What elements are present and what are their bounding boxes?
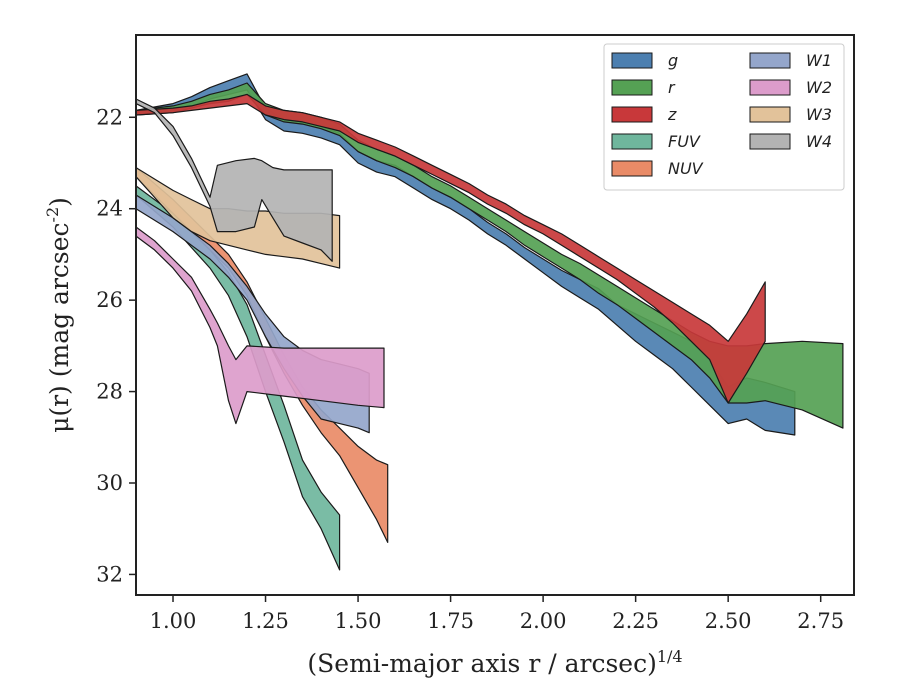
y-axis-label-exponent: -2 [43, 207, 62, 223]
legend-label-nuv: NUV [668, 159, 704, 178]
legend-label-g: g [668, 51, 678, 70]
band-w4 [135, 98, 333, 262]
legend-swatch-nuv [611, 160, 653, 177]
profile-bands [135, 73, 844, 571]
band-w2 [135, 226, 385, 425]
legend-swatch-z [611, 106, 653, 123]
x-axis-label: (Semi-major axis r / arcsec)1/4 [307, 647, 682, 678]
x-tick-label: 1.00 [150, 609, 197, 633]
y-tick-label: 22 [96, 105, 123, 129]
y-tick-label: 32 [96, 562, 123, 586]
legend-swatch-w1 [749, 52, 791, 69]
y-tick-label: 24 [96, 197, 123, 221]
plot-frame [135, 34, 855, 596]
legend-label-w2: W2 [806, 78, 832, 97]
legend-label-w3: W3 [806, 105, 832, 124]
x-tick-label: 2.00 [520, 609, 567, 633]
y-tick-label: 28 [96, 380, 123, 404]
legend-label-w4: W4 [806, 132, 832, 151]
y-tick-label: 30 [96, 471, 123, 495]
legend-label-w1: W1 [806, 51, 832, 70]
y-axis-label: μ(r) (mag arcsec-2) [43, 197, 74, 433]
band-z [135, 93, 766, 404]
x-axis-label-exponent: 1/4 [657, 647, 683, 666]
x-axis-label-base: (Semi-major axis r / arcsec) [307, 649, 656, 678]
legend-label-fuv: FUV [668, 132, 701, 151]
legend: grz FUV NUV W1 W2 W3 W4 [603, 43, 845, 191]
legend-label-r: r [668, 78, 676, 97]
y-tick-label: 26 [96, 288, 123, 312]
x-tick-label: 2.25 [612, 609, 659, 633]
legend-swatch-w4 [749, 133, 791, 150]
x-tick-label: 1.25 [242, 609, 289, 633]
legend-swatch-r [611, 79, 653, 96]
legend-swatch-w3 [749, 106, 791, 123]
legend-swatch-g [611, 52, 653, 69]
legend-swatch-fuv [611, 133, 653, 150]
y-axis-label-base: μ(r) (mag arcsec [45, 222, 74, 432]
x-tick-label: 2.50 [705, 609, 752, 633]
x-tick-label: 1.75 [427, 609, 474, 633]
x-tick-label: 1.50 [335, 609, 382, 633]
x-tick-label: 2.75 [797, 609, 844, 633]
legend-label-z: z [667, 105, 677, 124]
axis-ticks: 1.00 1.25 1.50 1.75 2.00 2.25 2.50 2.75 22 24 26 28… [96, 105, 844, 633]
legend-swatch-w2 [749, 79, 791, 96]
y-axis-label-tail: ) [45, 197, 74, 207]
